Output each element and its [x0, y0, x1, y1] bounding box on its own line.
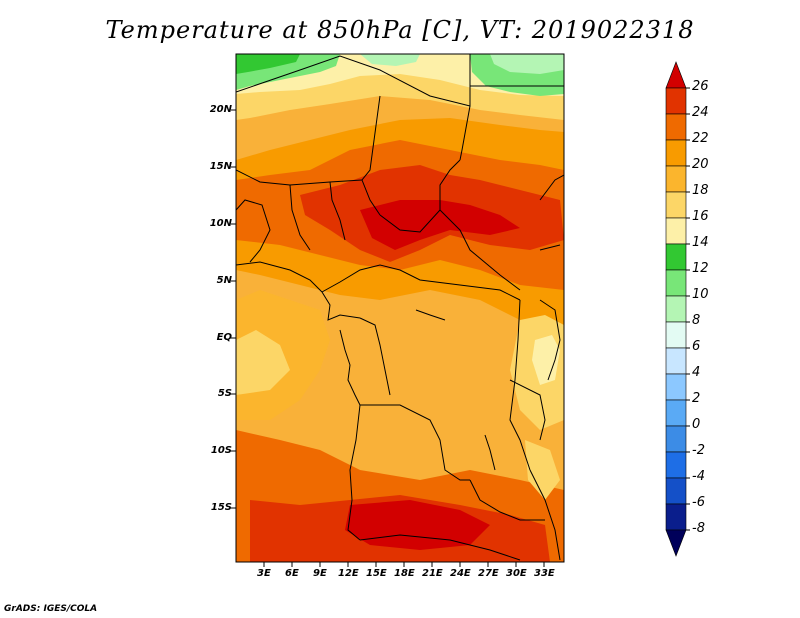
lon-label: 12E [338, 568, 359, 579]
lat-label: 10N [209, 218, 232, 229]
colorbar-level-label: -8 [692, 521, 705, 536]
lat-label: 15N [209, 161, 232, 172]
colorbar-swatch [665, 477, 687, 505]
lon-label: 18E [394, 568, 415, 579]
colorbar-level-label: 22 [692, 131, 709, 146]
lat-label: EQ [216, 332, 232, 343]
colorbar-level-label: 12 [692, 261, 709, 276]
colorbar-swatch [665, 87, 687, 115]
colorbar-level-label: 8 [692, 313, 701, 328]
lon-label: 33E [534, 568, 555, 579]
lon-label: 15E [366, 568, 387, 579]
colorbar-swatch [665, 399, 687, 427]
colorbar-swatch [665, 139, 687, 167]
colorbar-swatch [665, 217, 687, 245]
colorbar-swatch [665, 503, 687, 531]
colorbar-swatch [665, 243, 687, 271]
colorbar-swatch [665, 191, 687, 219]
map-title: Temperature at 850hPa [C], VT: 201902231… [105, 16, 695, 44]
country-borders [236, 54, 564, 561]
colorbar-level-label: 4 [692, 365, 701, 380]
colorbar-level-label: 6 [692, 339, 701, 354]
colorbar-level-label: 26 [692, 79, 709, 94]
colorbar-level-label: -6 [692, 495, 705, 510]
lon-label: 30E [506, 568, 527, 579]
lon-label: 9E [313, 568, 327, 579]
colorbar-swatch [665, 269, 687, 297]
colorbar-level-label: 18 [692, 183, 709, 198]
colorbar-swatch [665, 425, 687, 453]
colorbar-level-label: -2 [692, 443, 705, 458]
colorbar-level-label: 14 [692, 235, 709, 250]
colorbar-level-label: 10 [692, 287, 709, 302]
lat-label: 10S [210, 445, 232, 456]
colorbar-level-label: 0 [692, 417, 701, 432]
lat-label: 5S [217, 388, 232, 399]
footer-credit: GrADS: IGES/COLA [4, 604, 98, 614]
colorbar-swatch [665, 347, 687, 375]
lon-label: 27E [478, 568, 499, 579]
colorbar-level-label: 2 [692, 391, 701, 406]
lon-label: 21E [422, 568, 443, 579]
colorbar-level-label: -4 [692, 469, 705, 484]
colorbar-level-label: 16 [692, 209, 709, 224]
colorbar-swatch [665, 61, 687, 89]
colorbar-swatch [665, 529, 687, 557]
colorbar-swatch [665, 295, 687, 323]
lon-label: 3E [257, 568, 271, 579]
colorbar-swatch [665, 321, 687, 349]
lon-label: 24E [450, 568, 471, 579]
colorbar-swatch [665, 373, 687, 401]
colorbar-swatch [665, 113, 687, 141]
colorbar-level-label: 20 [692, 157, 709, 172]
colorbar-swatch [665, 165, 687, 193]
lat-label: 5N [216, 275, 232, 286]
colorbar [665, 61, 690, 557]
temperature-field [236, 54, 564, 562]
lat-ticks [231, 109, 236, 509]
map-frame [235, 53, 565, 563]
colorbar-level-label: 24 [692, 105, 709, 120]
lat-label: 20N [209, 104, 232, 115]
colorbar-swatch [665, 451, 687, 479]
lat-label: 15S [210, 502, 232, 513]
lon-label: 6E [285, 568, 299, 579]
lon-ticks [263, 562, 545, 567]
